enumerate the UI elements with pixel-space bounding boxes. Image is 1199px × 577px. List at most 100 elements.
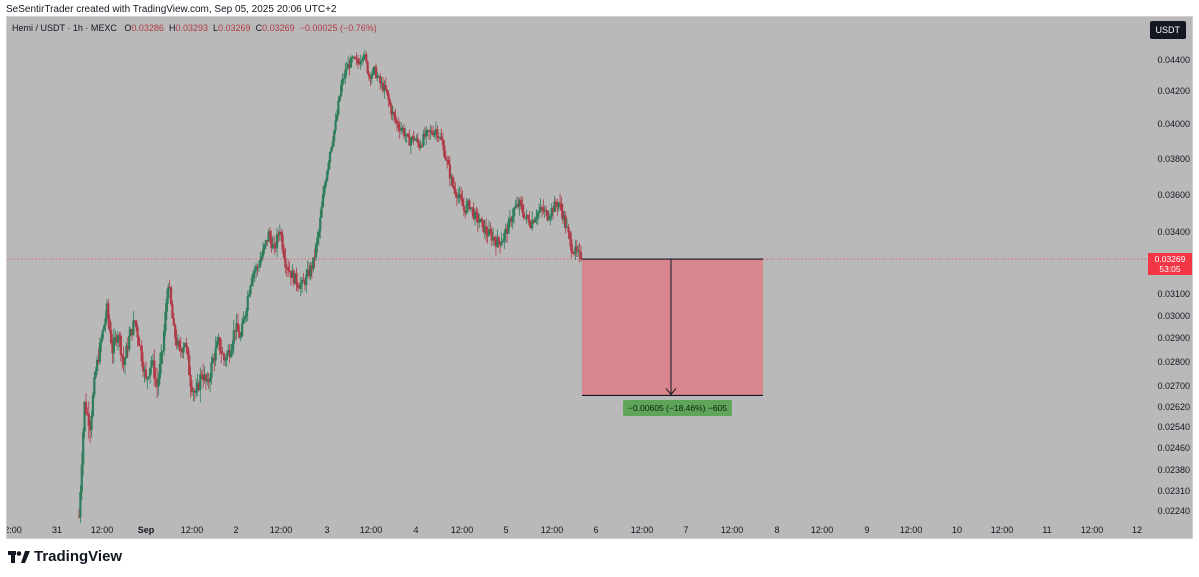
candle-body [433,131,436,136]
candle-body [222,353,226,361]
candle-body [418,142,421,148]
candle-body [372,68,375,75]
plot-area[interactable]: Hemi / USDT · 1h · MEXC O0.03286 H0.0329… [7,17,1147,523]
candle-body [528,218,531,225]
candle-body [158,363,161,379]
candle-body [515,203,518,207]
candle-body [370,74,373,79]
candle-body [243,316,247,320]
candle-body [406,133,410,137]
candle-body [100,338,103,343]
tradingview-logo[interactable]: TradingView [8,548,122,565]
candle-body [381,82,385,91]
candle-body [253,270,256,273]
candle-body [103,325,106,331]
candle-body [217,337,220,342]
candle-body [192,391,195,393]
legend-symbol[interactable]: Hemi / USDT · 1h · MEXC [12,23,117,33]
candle-body [190,386,194,393]
candle-body [348,63,351,68]
time-axis-label: 12:00 [269,525,293,535]
candle-body [402,127,406,136]
candle-body [274,244,277,249]
candle-body [448,164,452,179]
candle-body [179,347,182,351]
candle-body [444,156,447,160]
chart-credit: SeSentirTrader created with TradingView.… [6,4,337,15]
candle-body [545,210,548,212]
candle-body [314,244,318,258]
candle-body [426,130,429,131]
price-axis[interactable]: USDT 0.04400 0.04200 0.04000 0.03800 0.03600… [1147,17,1192,523]
candle-body [543,210,546,212]
candle-body [176,341,180,346]
candle-body [273,243,276,245]
candle-body [210,362,213,379]
price-axis-label: 0.03000 [1157,311,1190,321]
time-axis-label: 8 [774,525,780,535]
candle-body [89,426,92,431]
candle-body [394,115,397,121]
candle-body [466,200,470,205]
candle-body [227,350,230,354]
candle-body [472,208,475,219]
candle-body [213,358,216,361]
time-axis-label: 12:00 [990,525,1014,535]
candle-body [333,130,336,142]
chart-area[interactable]: Hemi / USDT · 1h · MEXC O0.03286 H0.0329… [6,16,1193,539]
candle-body [288,270,291,272]
candle-body [476,214,479,223]
candle-body [248,293,251,297]
candle-body [490,232,493,241]
candle-body [400,128,403,131]
candle-body [376,76,379,78]
candle-body [434,129,438,132]
candle-body [436,129,439,138]
candle-body [522,212,525,219]
candlestick-chart[interactable] [7,17,1147,523]
candle-body [380,82,383,84]
candle-body [197,383,201,390]
candle-body [557,202,560,208]
candle-body [429,130,432,132]
candle-body [301,280,304,284]
time-axis-label: 12 [1131,525,1143,535]
candle-body [133,320,136,322]
candle-body [570,239,573,251]
candle-body [427,130,431,132]
candle-body [511,216,514,223]
candle-body [174,325,177,338]
candle-body [416,138,419,143]
candle-body [289,271,293,278]
time-axis-label: 5 [503,525,509,535]
candle-body [542,208,545,212]
candle-body [459,193,463,199]
candle-body [565,227,569,228]
price-axis-label: 0.02540 [1157,422,1190,432]
candle-body [186,347,189,356]
candle-body [172,318,175,326]
candle-body [183,342,187,347]
candle-body [143,369,146,372]
candle-body [181,350,184,353]
candle-body [188,355,191,375]
candle-body [280,231,283,236]
candle-body [425,130,428,137]
candle-body [321,194,325,207]
candle-body [160,351,163,364]
time-axis[interactable]: 2:00 31 12:00 Sep 12:00 2 12:00 3 12:00 4 12:00 5 12… [7,523,1192,538]
candle-body [553,201,556,213]
candle-body [409,140,412,146]
candle-body [294,273,297,284]
measure-result-label[interactable]: −0.00605 (−18.46%) −605 [623,400,733,416]
time-axis-label: 12:00 [810,525,834,535]
candle-body [379,76,382,84]
candle-body [572,253,576,255]
candle-body [499,241,502,246]
candle-body [79,491,82,517]
candle-body [508,218,511,222]
candle-body [577,250,580,252]
currency-badge[interactable]: USDT [1149,21,1186,39]
candle-body [86,413,89,415]
candle-body [121,354,124,357]
